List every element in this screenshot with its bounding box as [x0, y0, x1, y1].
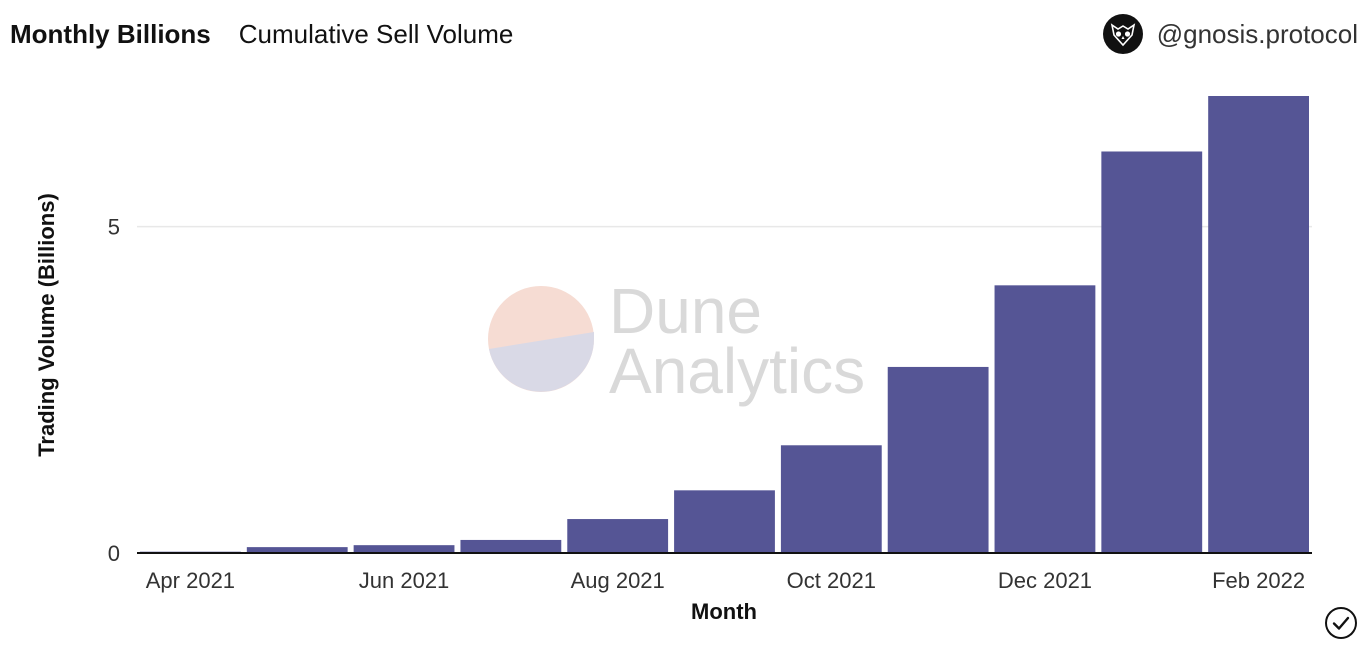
checkmark-circle-icon[interactable] — [1324, 606, 1358, 640]
chart-header: Monthly Billions Cumulative Sell Volume — [10, 14, 513, 54]
x-tick-label: Feb 2022 — [1212, 568, 1305, 593]
bar-may-2021[interactable] — [246, 547, 348, 553]
y-tick-label: 0 — [108, 541, 120, 566]
x-axis-label: Month — [691, 599, 757, 624]
dune-watermark: Dune Analytics — [488, 275, 865, 407]
bar-jun-2021[interactable] — [353, 545, 455, 553]
owl-avatar-icon — [1102, 14, 1143, 54]
x-tick-label: Apr 2021 — [146, 568, 235, 593]
y-tick-label: 5 — [108, 215, 120, 240]
bar-jul-2021[interactable] — [460, 539, 562, 553]
bar-feb-2022[interactable] — [1208, 96, 1309, 553]
chart-subtitle: Cumulative Sell Volume — [238, 18, 514, 49]
x-tick-label: Aug 2021 — [571, 568, 665, 593]
owner-link[interactable]: @gnosis.protocol — [1102, 14, 1358, 54]
chart-title: Monthly Billions — [10, 18, 211, 49]
y-axis-label: Trading Volume (Billions) — [34, 193, 59, 457]
watermark-line2: Analytics — [609, 335, 865, 407]
x-tick-label: Dec 2021 — [998, 568, 1092, 593]
x-tick-label: Jun 2021 — [359, 568, 450, 593]
x-tick-label: Oct 2021 — [787, 568, 876, 593]
bars — [140, 96, 1309, 553]
bar-oct-2021[interactable] — [780, 445, 882, 553]
axes: 0 5 Apr 2021 Jun 2021 Aug 2021 Oct 2021 Dec 20… — [108, 215, 1312, 593]
owner-name[interactable]: @gnosis.protocol — [1156, 18, 1358, 49]
watermark-line1: Dune — [609, 275, 762, 347]
bar-dec-2021[interactable] — [994, 285, 1096, 553]
bar-sep-2021[interactable] — [674, 490, 775, 553]
bar-jan-2022[interactable] — [1101, 151, 1203, 553]
bar-nov-2021[interactable] — [887, 366, 989, 553]
bar-aug-2021[interactable] — [567, 519, 669, 553]
